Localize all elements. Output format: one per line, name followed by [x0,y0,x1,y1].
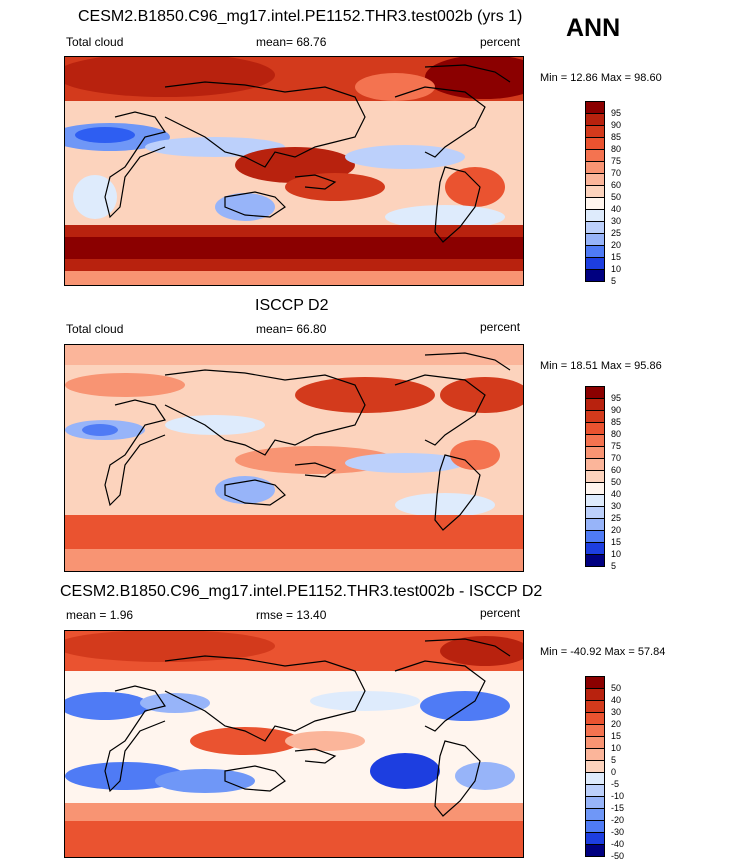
colorbar-tick-label: 60 [611,180,622,190]
colorbar-tick-label: 10 [611,743,622,753]
colorbar-tick-label: 20 [611,525,622,535]
map-model-field [65,57,523,285]
colorbar-tick-label: 15 [611,537,622,547]
map-diff-field [65,631,523,857]
colorbar-tick-label: 50 [611,683,622,693]
colorbar-tick-label: -10 [611,791,625,801]
colorbar-tick-label: 30 [611,501,622,511]
colorbar-tick-label: 85 [611,417,622,427]
colorbar-diff: 50 40 30 20 15 10 5 0 -5 -10 -15 -20 -30… [585,676,645,861]
colorbar-tick-label: 20 [611,719,622,729]
variable-label: Total cloud [66,35,124,49]
colorbar-tick-label: 15 [611,252,622,262]
colorbar-tick-label: 25 [611,228,622,238]
map-obs-field [65,345,523,571]
min-max-label: Min = -40.92 Max = 57.84 [540,646,666,658]
colorbar-tick-label: 50 [611,192,622,202]
colorbar-tick-label: 10 [611,264,622,274]
colorbar-swatch [585,269,605,282]
map-obs [64,344,524,572]
min-max-label: Min = 18.51 Max = 95.86 [540,360,662,372]
colorbar-tick-label: 30 [611,216,622,226]
rmse-label: rmse = 13.40 [256,608,327,622]
colorbar-tick-label: -50 [611,851,625,861]
colorbar-tick-label: 60 [611,465,622,475]
colorbar-tick-label: 70 [611,453,622,463]
min-max-label: Min = 12.86 Max = 98.60 [540,72,662,84]
panel-title: CESM2.B1850.C96_mg17.intel.PE1152.THR3.t… [78,8,523,25]
colorbar-swatch [585,844,605,857]
colorbar-tick-label: 80 [611,429,622,439]
colorbar-tick-label: 10 [611,549,622,559]
mean-label: mean= 68.76 [256,35,327,49]
map-diff [64,630,524,858]
colorbar-tick-label: -5 [611,779,620,789]
colorbar-swatch [585,554,605,567]
colorbar-tick-label: 90 [611,120,622,130]
units-label: percent [480,320,521,334]
colorbar-tick-label: 90 [611,405,622,415]
colorbar-tick-label: 95 [611,393,622,403]
colorbar-tick-label: 5 [611,276,617,286]
colorbar-tick-label: 0 [611,767,617,777]
colorbar-tick-label: 15 [611,731,622,741]
map-model [64,56,524,286]
colorbar-obs: 95 90 85 80 75 70 60 50 40 30 25 20 15 1… [585,386,645,571]
colorbar-tick-label: -40 [611,839,625,849]
colorbar-tick-label: 75 [611,156,622,166]
colorbar-tick-label: 70 [611,168,622,178]
colorbar-tick-label: 40 [611,204,622,214]
colorbar-tick-label: 30 [611,707,622,717]
colorbar-tick-label: -30 [611,827,625,837]
panel-title: CESM2.B1850.C96_mg17.intel.PE1152.THR3.t… [60,583,543,600]
colorbar-tick-label: 5 [611,561,617,571]
colorbar-tick-label: 85 [611,132,622,142]
colorbar-tick-label: -20 [611,815,625,825]
colorbar-tick-label: 5 [611,755,617,765]
colorbar-model: 95 90 85 80 75 70 60 50 40 30 25 20 15 1… [585,101,645,286]
variable-label: Total cloud [66,322,124,336]
units-label: percent [480,35,521,49]
mean-label: mean= 66.80 [256,322,327,336]
colorbar-tick-label: 40 [611,489,622,499]
colorbar-tick-label: 50 [611,477,622,487]
colorbar-tick-label: 40 [611,695,622,705]
colorbar-tick-label: 80 [611,144,622,154]
units-label: percent [480,606,521,620]
colorbar-tick-label: 75 [611,441,622,451]
colorbar-tick-label: 95 [611,108,622,118]
colorbar-tick-label: -15 [611,803,625,813]
mean-label: mean = 1.96 [66,608,134,622]
colorbar-tick-label: 25 [611,513,622,523]
season-label: ANN [566,14,621,42]
colorbar-tick-label: 20 [611,240,622,250]
panel-title: ISCCP D2 [255,297,329,314]
